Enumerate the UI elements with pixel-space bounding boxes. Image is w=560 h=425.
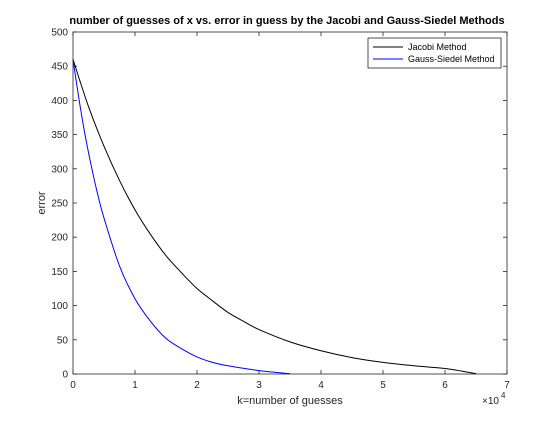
x-tick-label: 2 bbox=[194, 380, 200, 391]
y-tick-label: 500 bbox=[51, 28, 68, 39]
y-axis-label: error bbox=[36, 191, 48, 215]
x-ticks: 0 1 2 3 4 5 6 7 bbox=[70, 32, 510, 391]
x-tick-label: 0 bbox=[70, 380, 76, 391]
y-tick-label: 350 bbox=[51, 130, 68, 141]
legend-label-jacobi: Jacobi Method bbox=[408, 42, 467, 52]
y-tick-label: 250 bbox=[51, 199, 68, 210]
axes-box bbox=[72, 31, 508, 375]
y-ticks: 0 50 100 150 200 250 300 350 400 450 500 bbox=[51, 28, 507, 381]
legend: Jacobi Method Gauss-Siedel Method bbox=[367, 37, 502, 69]
x-axis-label: k=number of guesses bbox=[237, 395, 343, 407]
x-tick-label: 1 bbox=[132, 380, 138, 391]
x-tick-label: 4 bbox=[318, 380, 324, 391]
y-tick-label: 300 bbox=[51, 164, 68, 175]
legend-label-gauss-siedel: Gauss-Siedel Method bbox=[408, 54, 495, 64]
y-tick-label: 200 bbox=[51, 233, 68, 244]
x-exponent-power: 4 bbox=[501, 391, 506, 400]
chart-title: number of guesses of x vs. error in gues… bbox=[69, 15, 504, 27]
y-tick-label: 400 bbox=[51, 96, 68, 107]
x-exponent-base: ×10 bbox=[482, 396, 499, 407]
x-tick-label: 6 bbox=[442, 380, 448, 391]
y-tick-label: 50 bbox=[57, 335, 69, 346]
y-tick-label: 450 bbox=[51, 62, 68, 73]
plot-area: 0 1 2 3 4 5 6 7 0 50 100 150 200 250 300 350 400 450 500 bbox=[51, 28, 510, 392]
x-tick-label: 7 bbox=[504, 380, 510, 391]
x-tick-label: 3 bbox=[256, 380, 262, 391]
series-layer bbox=[72, 59, 477, 375]
x-exponent: ×10 4 bbox=[482, 391, 506, 407]
y-tick-label: 0 bbox=[62, 370, 68, 381]
series-line-gauss-siedel-method bbox=[72, 59, 291, 375]
series-line-jacobi-method bbox=[72, 59, 477, 375]
y-tick-label: 100 bbox=[51, 301, 68, 312]
y-tick-label: 150 bbox=[51, 267, 68, 278]
legend-box bbox=[367, 37, 502, 69]
x-tick-label: 5 bbox=[380, 380, 386, 391]
